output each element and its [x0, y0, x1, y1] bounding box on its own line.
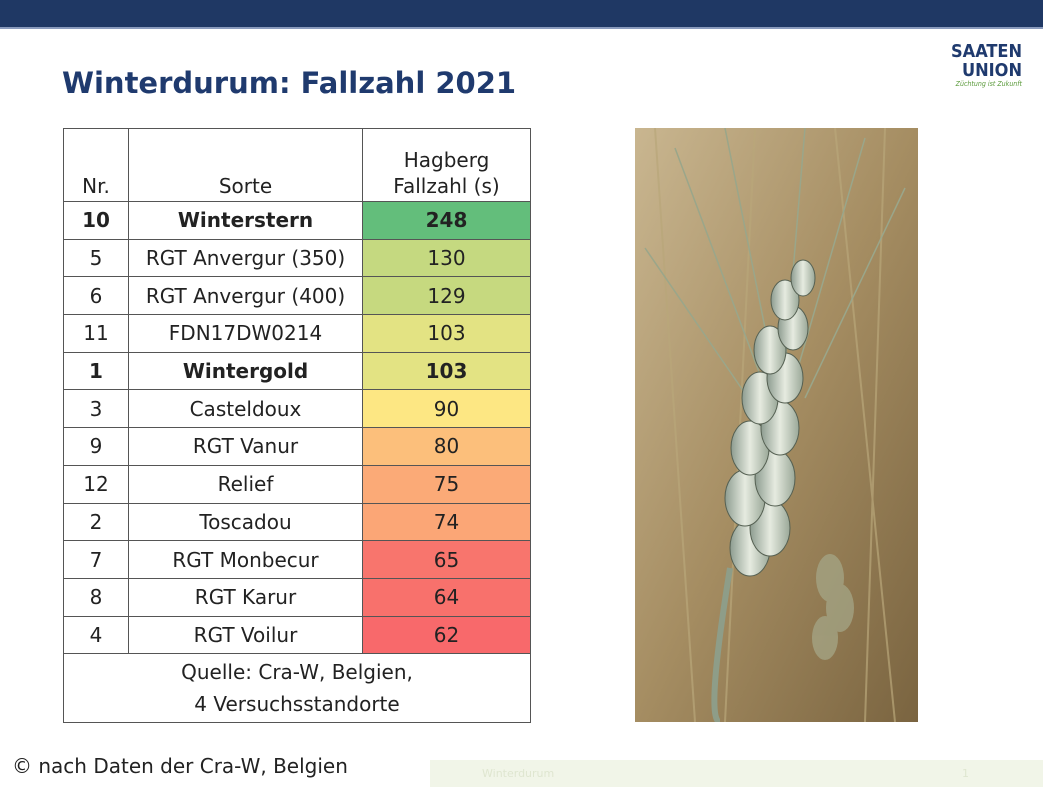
source-line: 4 Versuchsstandorte [194, 692, 400, 717]
wheat-photo [635, 128, 918, 722]
sorte-cell: RGT Vanur [128, 427, 363, 466]
sorte-cell: RGT Anvergur (400) [128, 276, 363, 316]
sorte-cell: RGT Karur [128, 577, 363, 617]
row: 1 Wintergold 103 [63, 351, 531, 391]
logo-tagline: Züchtung ist Zukunft [955, 80, 1022, 88]
header-cell: Sorte [128, 128, 363, 202]
value-cell: 103 [362, 314, 531, 353]
value-cell: 64 [362, 577, 531, 617]
logo-line: SAATEN [951, 41, 1022, 62]
row: 3 Casteldoux 90 [63, 389, 531, 429]
source-cell: Quelle: Cra-W, Belgien, 4 Versuchsstandor… [63, 653, 531, 724]
row: 8 RGT Karur 64 [63, 577, 531, 617]
sorte-cell: Casteldoux [128, 389, 363, 429]
header-cell: Hagberg Fallzahl (s) [362, 128, 531, 202]
sorte-cell: RGT Anvergur (350) [128, 238, 363, 278]
sorte-cell: RGT Voilur [128, 615, 363, 655]
source-line: Quelle: Cra-W, Belgien, [181, 660, 413, 685]
value-cell: 103 [362, 351, 531, 391]
header-cell: Nr. [63, 128, 129, 202]
sorte-cell: Winterstern [128, 201, 363, 240]
nr-cell: 2 [63, 502, 129, 542]
row: 7 RGT Monbecur 65 [63, 540, 531, 579]
table: Nr. Sorte Hagberg Fallzahl (s) 10 Winterster… [63, 128, 531, 724]
nr-cell: 8 [63, 577, 129, 617]
row: 9 RGT Vanur 80 [63, 427, 531, 466]
value-cell: 90 [362, 389, 531, 429]
header-row: Nr. Sorte Hagberg Fallzahl (s) [63, 128, 531, 202]
row: 11 FDN17DW0214 103 [63, 314, 531, 353]
copyright: © nach Daten der Cra-W, Belgien [12, 754, 348, 778]
sorte-cell: RGT Monbecur [128, 540, 363, 579]
row: 12 Relief 75 [63, 464, 531, 504]
sorte-cell: Relief [128, 464, 363, 504]
logo-line: UNION [961, 60, 1022, 81]
nr-cell: 4 [63, 615, 129, 655]
nr-cell: 9 [63, 427, 129, 466]
nr-cell: 10 [63, 201, 129, 240]
nr-cell: 7 [63, 540, 129, 579]
sorte-cell: FDN17DW0214 [128, 314, 363, 353]
value-cell: 65 [362, 540, 531, 579]
footer: Winterdurum 1 [430, 760, 1043, 787]
nr-cell: 1 [63, 351, 129, 391]
row: 5 RGT Anvergur (350) 130 [63, 238, 531, 278]
footer-label: Winterdurum [482, 767, 555, 780]
value-cell: 130 [362, 238, 531, 278]
value-cell: 129 [362, 276, 531, 316]
sorte-cell: Toscadou [128, 502, 363, 542]
value-cell: 62 [362, 615, 531, 655]
nr-cell: 11 [63, 314, 129, 353]
row: 6 RGT Anvergur (400) 129 [63, 276, 531, 316]
nr-cell: 6 [63, 276, 129, 316]
nr-cell: 12 [63, 464, 129, 504]
row: 4 RGT Voilur 62 [63, 615, 531, 655]
value-cell: 75 [362, 464, 531, 504]
nr-cell: 5 [63, 238, 129, 278]
row: 2 Toscadou 74 [63, 502, 531, 542]
top-bar [0, 0, 1043, 29]
footer-page: 1 [962, 767, 969, 780]
row: 10 Winterstern 248 [63, 201, 531, 240]
nr-cell: 3 [63, 389, 129, 429]
source-row: Quelle: Cra-W, Belgien, 4 Versuchsstandor… [63, 653, 531, 724]
value-cell: 74 [362, 502, 531, 542]
value-cell: 248 [362, 201, 531, 240]
title: Winterdurum: Fallzahl 2021 [62, 66, 517, 100]
sorte-cell: Wintergold [128, 351, 363, 391]
logo: SAATEN UNION Züchtung ist Zukunft [930, 42, 1022, 89]
value-cell: 80 [362, 427, 531, 466]
